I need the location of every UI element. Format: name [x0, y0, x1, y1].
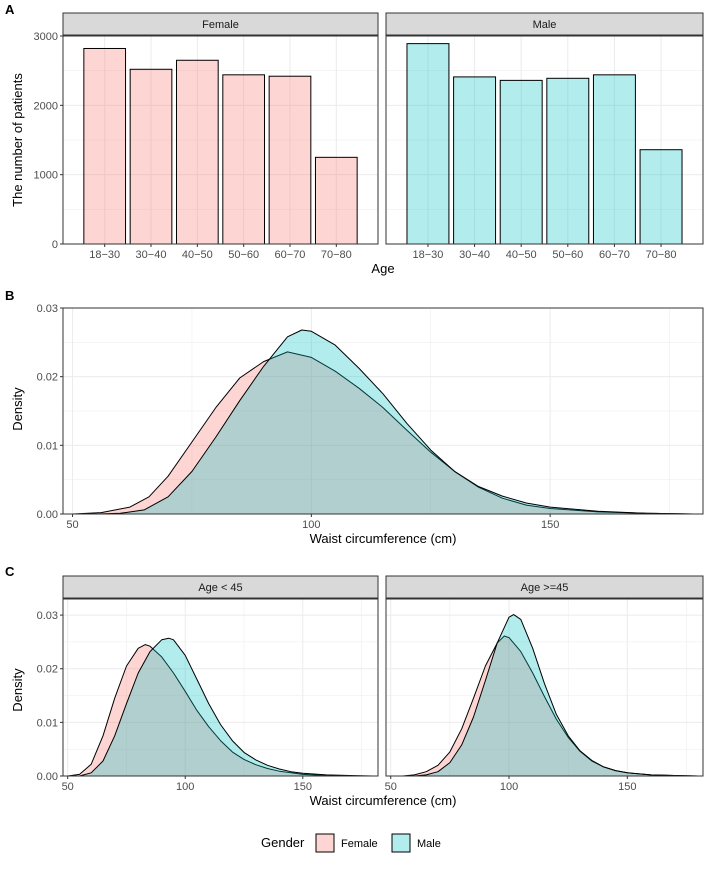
- a-plot-male: 18−30 30−40 40−50 50−60 60−70 70−80: [385, 35, 704, 261]
- strip-male: Male: [385, 12, 704, 36]
- strip-label-age-under-45: Age < 45: [198, 582, 242, 594]
- b-y-axis-title: Density: [10, 387, 25, 431]
- c-under-45-x-tick-label: 150: [294, 781, 312, 793]
- bar-male-2: [499, 79, 543, 245]
- a-x-tick-label: 18−30: [413, 249, 444, 261]
- panel-letter-b: B: [5, 288, 14, 303]
- b-y-tick-label: 0.02: [37, 372, 58, 384]
- a-y-tick-label: 0: [52, 239, 58, 251]
- bar-female-1: [129, 68, 173, 245]
- b-x-tick-label: 100: [302, 519, 320, 531]
- b-x-axis-title: Waist circumference (cm): [310, 531, 457, 546]
- strip-age-45-plus: Age >=45: [385, 575, 704, 599]
- a-x-tick-label: 70−80: [646, 249, 677, 261]
- bar-male-3: [546, 77, 590, 245]
- bar-female-5: [314, 156, 358, 245]
- panel-border: [385, 598, 704, 777]
- bar-female-0: [83, 47, 127, 245]
- bar-male-1: [453, 76, 497, 245]
- c-45-plus-x-tick-label: 100: [500, 781, 518, 793]
- c-under-45-y-tick-label: 0.03: [37, 610, 58, 622]
- bar-female-3: [222, 74, 266, 245]
- legend-label-male: Male: [417, 838, 441, 850]
- legend-swatch-female: [315, 833, 335, 853]
- bar-male-5: [639, 149, 683, 245]
- bar-female-4: [268, 75, 312, 245]
- b-y-tick-label: 0.03: [37, 303, 58, 315]
- panel-letter-a: A: [5, 2, 15, 17]
- b-y-tick-label: 0.01: [37, 440, 58, 452]
- c-plot-age-under-45: 50 100 150 0.00 0.01 0.02 0.03: [37, 598, 379, 793]
- c-under-45-density-female: [67, 644, 374, 777]
- a-x-tick-label: 70−80: [321, 249, 352, 261]
- strip-label-age-45-plus: Age >=45: [521, 582, 569, 594]
- c-under-45-x-tick-label: 50: [62, 781, 74, 793]
- c-x-axis-title: Waist circumference (cm): [310, 793, 457, 808]
- a-x-axis-title: Age: [371, 261, 394, 276]
- a-x-tick-label: 40−50: [182, 249, 213, 261]
- a-x-tick-label: 40−50: [506, 249, 537, 261]
- bar-male-4: [592, 74, 636, 245]
- a-y-tick-label: 2000: [34, 100, 58, 112]
- panel-b: B 50 100 150 0.00 0.01 0.02 0.03 Waist circumf…: [5, 288, 704, 546]
- panel-border: [62, 598, 379, 777]
- b-y-tick-label: 0.00: [37, 509, 58, 521]
- strip-age-under-45: Age < 45: [62, 575, 379, 599]
- a-plot-female: 18−30 30−40 40−50 50−60 60−70 70−80: [62, 35, 379, 261]
- b-density-female: [72, 351, 694, 515]
- a-x-tick-label: 50−60: [552, 249, 583, 261]
- panel-border: [62, 307, 704, 515]
- strip-female: Female: [62, 12, 379, 36]
- panel-border: [385, 35, 704, 245]
- a-x-tick-label: 18−30: [89, 249, 120, 261]
- bar-female-2: [175, 59, 219, 245]
- b-plot: 50 100 150 0.00 0.01 0.02 0.03: [37, 303, 704, 531]
- legend-label-female: Female: [341, 838, 378, 850]
- a-y-axis: 0 1000 2000 3000: [34, 31, 63, 251]
- a-y-tick-label: 3000: [34, 31, 58, 43]
- a-x-tick-label: 30−40: [136, 249, 167, 261]
- legend-swatch-male: [391, 833, 411, 853]
- strip-label-female: Female: [202, 19, 239, 31]
- a-x-tick-label: 50−60: [228, 249, 259, 261]
- panel-letter-c: C: [5, 564, 15, 579]
- c-under-45-y-tick-label: 0.01: [37, 717, 58, 729]
- c-45-plus-x-tick-label: 150: [618, 781, 636, 793]
- a-y-tick-label: 1000: [34, 170, 58, 182]
- a-x-tick-label: 60−70: [275, 249, 306, 261]
- c-45-plus-density-male: [413, 614, 699, 777]
- b-density-male: [95, 329, 694, 515]
- panel-c: C Age < 45 Age >=45 50 100 150 0.00 0.01 0.02…: [5, 564, 704, 808]
- a-x-tick-label: 30−40: [459, 249, 490, 261]
- c-under-45-density-male: [79, 637, 374, 777]
- c-under-45-y-tick-label: 0.00: [37, 771, 58, 783]
- bar-male-0: [406, 43, 450, 245]
- c-y-axis-title: Density: [10, 668, 25, 712]
- legend: Gender Female Male: [261, 833, 441, 853]
- panel-border: [62, 35, 379, 245]
- panel-a: A Female Male 0 1000 2000 3000 18−30 30−40 40…: [5, 2, 704, 276]
- a-y-axis-title: The number of patients: [10, 73, 25, 207]
- b-x-tick-label: 150: [541, 519, 559, 531]
- c-under-45-y-tick-label: 0.02: [37, 664, 58, 676]
- legend-title: Gender: [261, 835, 305, 850]
- c-under-45-x-tick-label: 100: [176, 781, 194, 793]
- b-x-tick-label: 50: [66, 519, 78, 531]
- strip-label-male: Male: [533, 19, 557, 31]
- a-x-tick-label: 60−70: [599, 249, 630, 261]
- c-45-plus-x-tick-label: 50: [385, 781, 397, 793]
- c-plot-age-45-plus: 50 100 150: [385, 598, 704, 793]
